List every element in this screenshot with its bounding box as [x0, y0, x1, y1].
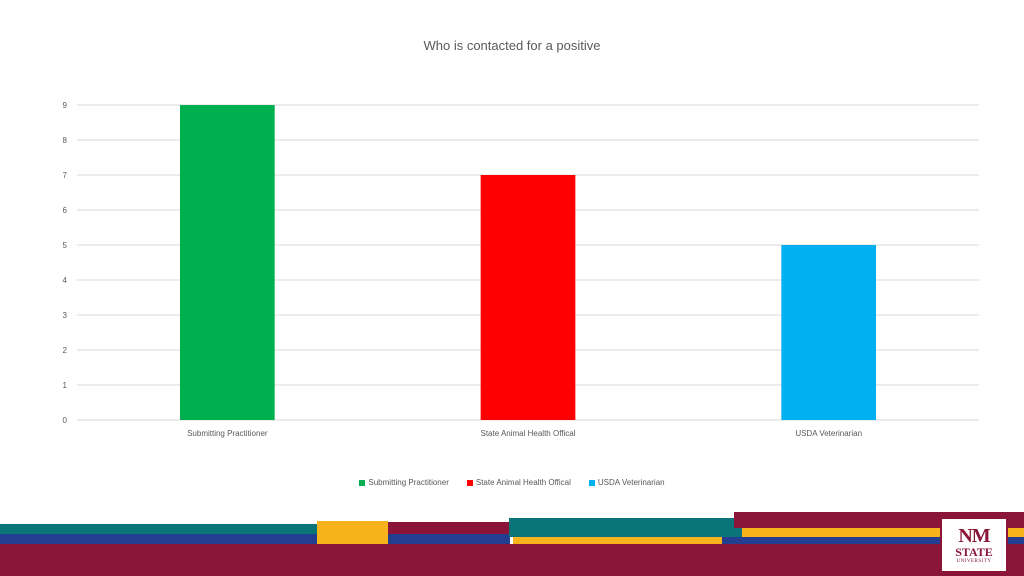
x-tick-label: State Animal Health Offical	[480, 429, 575, 438]
legend-swatch	[359, 479, 366, 486]
y-tick-label: 1	[63, 381, 68, 390]
legend: Submitting Practitioner State Animal Heal…	[0, 478, 1024, 487]
legend-label: USDA Veterinarian	[597, 478, 665, 487]
bar-chart: 0 1 2 3 4 5 6 7 8 9 Submitting Practitioner State …	[63, 101, 979, 438]
legend-label: Submitting Practitioner	[368, 478, 449, 487]
x-tick-label: Submitting Practitioner	[187, 429, 268, 438]
footer-maroon-base	[0, 544, 1024, 576]
logo-text-state: STATE	[955, 545, 993, 559]
bar	[480, 175, 576, 420]
nmsu-logo: NM STATE UNIVERSITY	[940, 517, 1008, 573]
legend-swatch	[466, 479, 473, 486]
bars	[179, 105, 877, 420]
y-tick-label: 6	[63, 206, 68, 215]
y-axis-ticks: 0 1 2 3 4 5 6 7 8 9	[63, 101, 68, 425]
legend-swatch	[588, 479, 595, 486]
footer-teal-left	[0, 524, 318, 534]
footer-gold-right	[742, 528, 1024, 537]
y-tick-label: 2	[63, 346, 68, 355]
y-tick-label: 0	[63, 416, 68, 425]
y-tick-label: 8	[63, 136, 68, 145]
y-tick-label: 4	[63, 276, 68, 285]
footer-gold-block	[317, 521, 388, 544]
bar	[781, 245, 877, 420]
chart-title: Who is contacted for a positive	[423, 38, 601, 53]
y-tick-label: 7	[63, 171, 68, 180]
footer-teal-mid	[509, 518, 742, 537]
y-tick-label: 9	[63, 101, 68, 110]
y-tick-label: 3	[63, 311, 68, 320]
logo-text-university: UNIVERSITY	[956, 559, 992, 564]
logo-text-nm: NM	[958, 525, 990, 547]
bar	[179, 105, 275, 420]
footer-band	[0, 512, 1024, 576]
legend-label: State Animal Health Offical	[475, 478, 571, 487]
footer-navy-mid	[388, 534, 510, 544]
footer-gold-mid	[513, 537, 722, 544]
x-tick-label: USDA Veterinarian	[795, 429, 862, 438]
legend-item: State Animal Health Offical	[466, 478, 571, 487]
x-axis-ticks: Submitting Practitioner State Animal Heal…	[187, 429, 862, 438]
y-tick-label: 5	[63, 241, 68, 250]
footer-maroon-mid	[388, 522, 510, 534]
legend-item: USDA Veterinarian	[588, 478, 665, 487]
legend-item: Submitting Practitioner	[359, 478, 449, 487]
footer-navy-right	[722, 537, 1024, 544]
footer-navy-left	[0, 534, 318, 544]
